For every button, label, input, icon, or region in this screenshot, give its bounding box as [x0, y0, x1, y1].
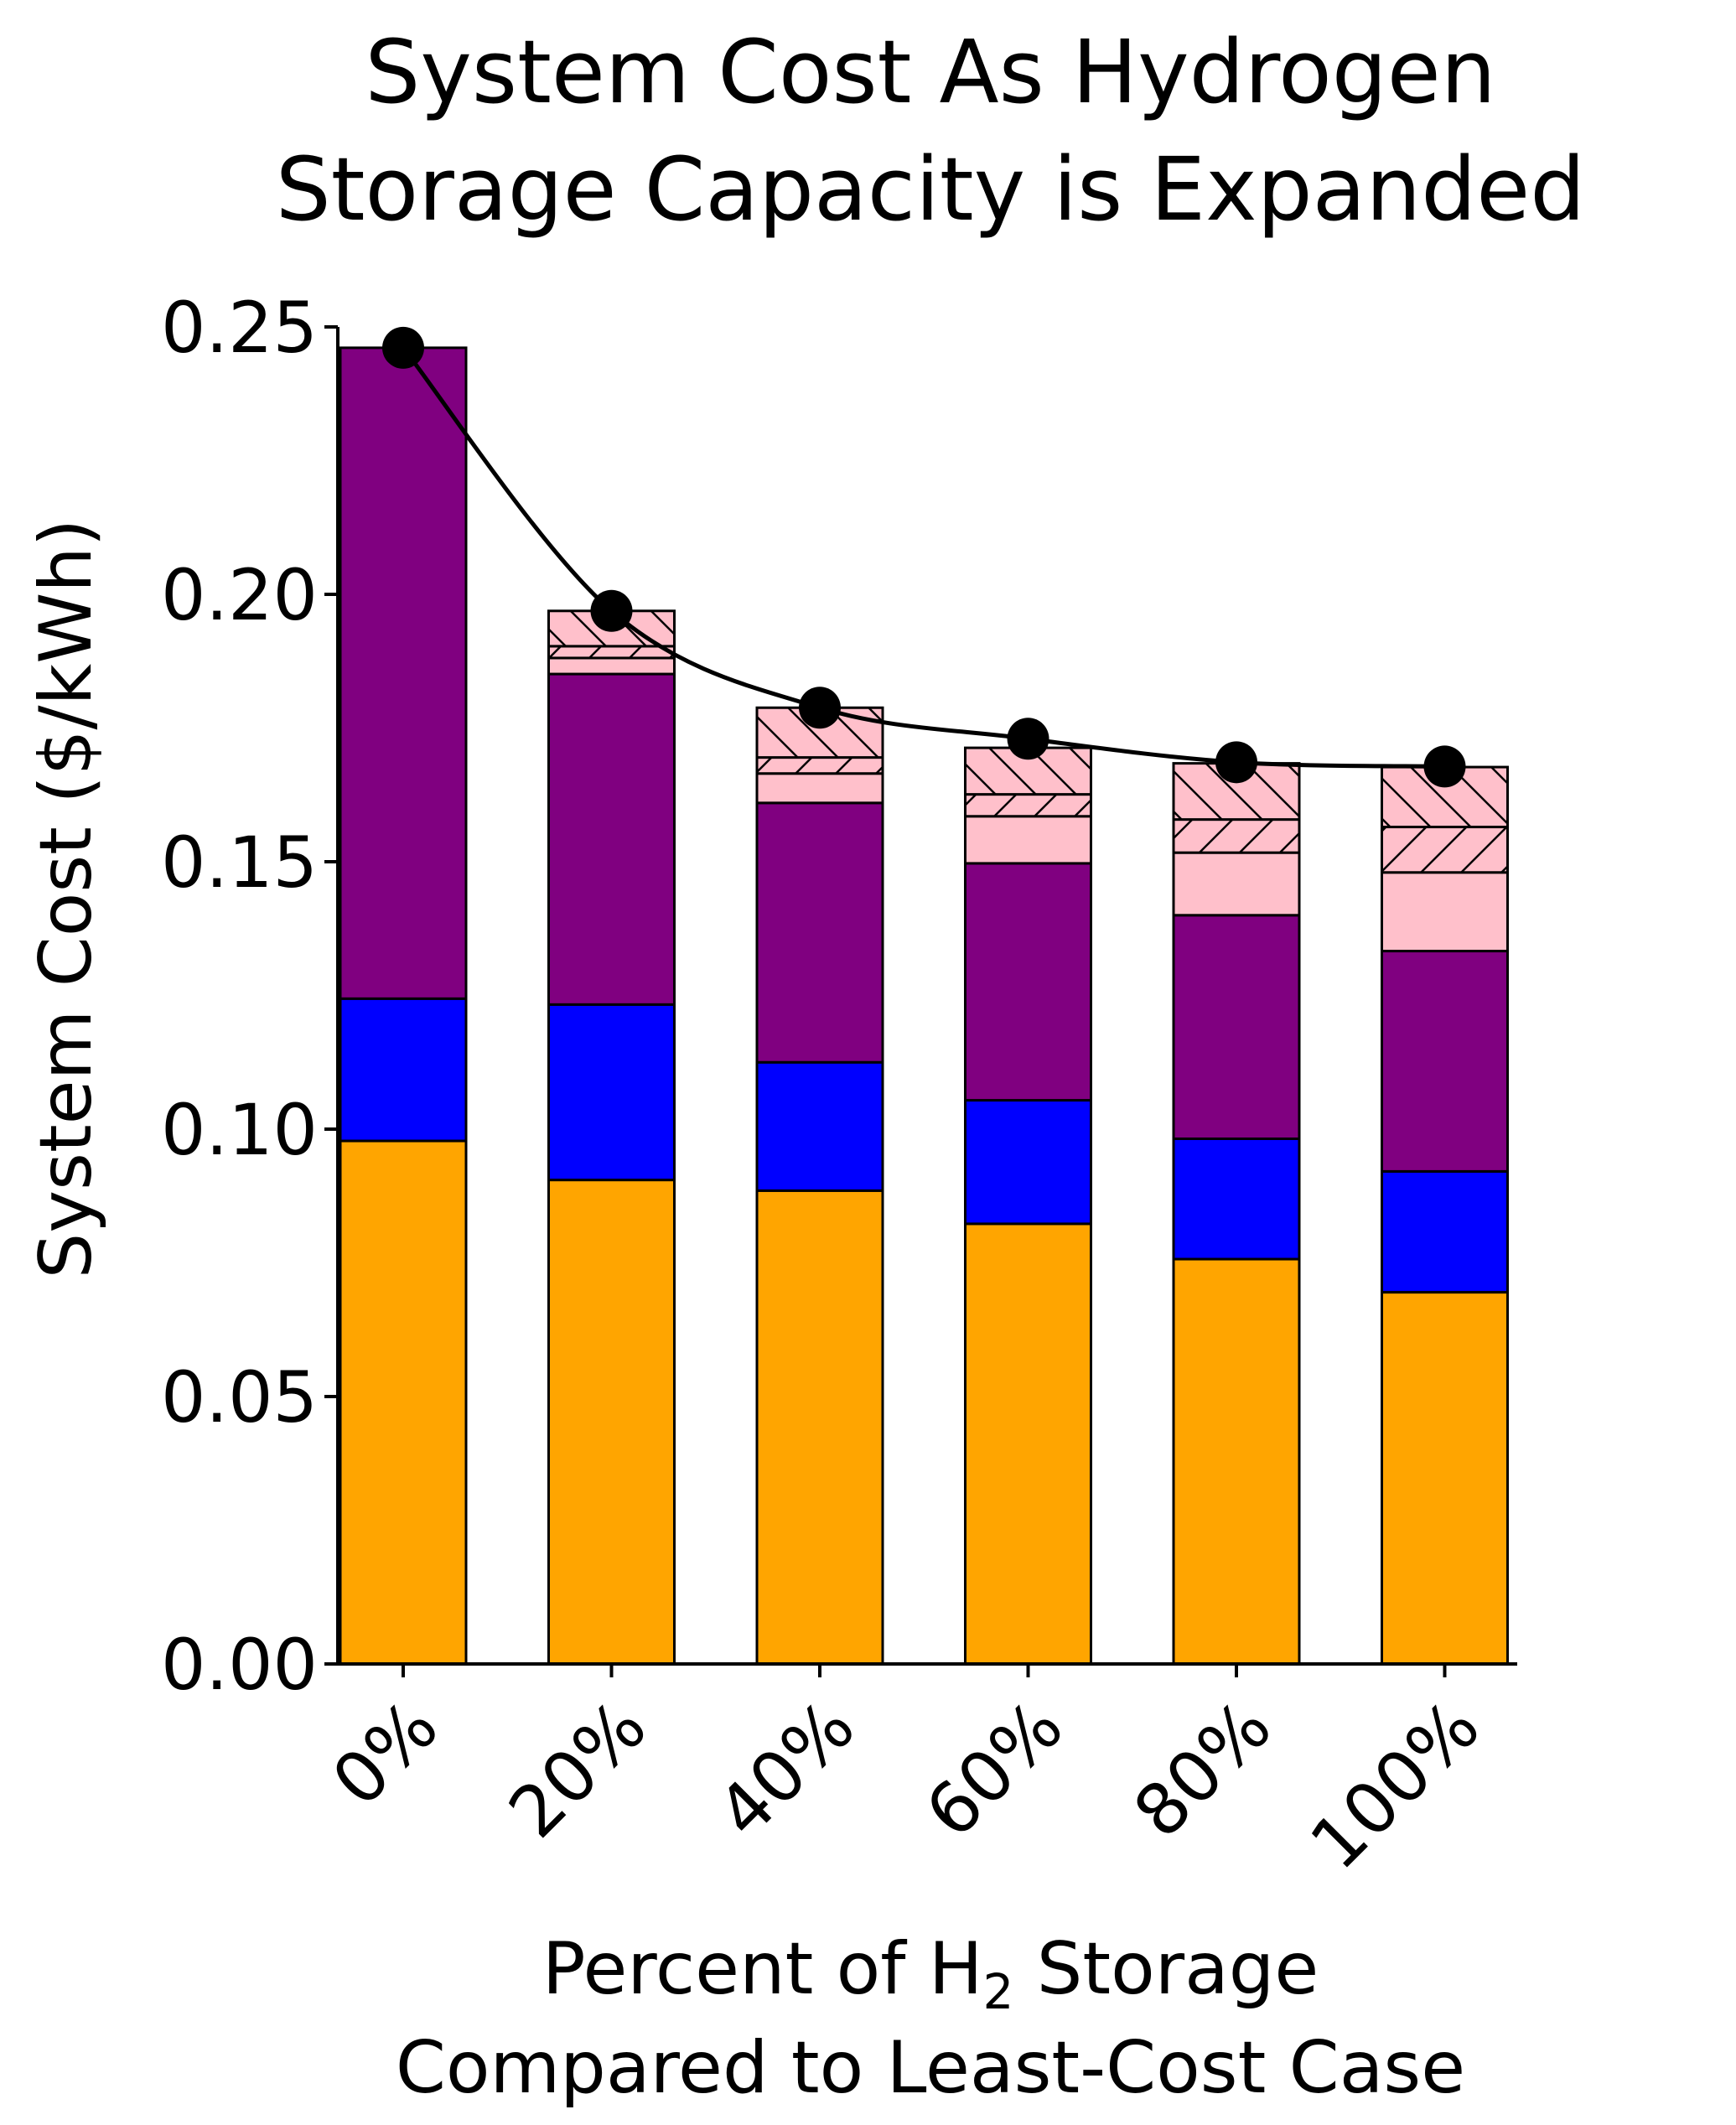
x-axis-label-post: Storage: [1013, 1927, 1319, 2011]
bar-segment-4-0: [1172, 1257, 1301, 1666]
x-tick-label: 60%: [909, 1685, 1078, 1853]
bar-segment-5-3: [1381, 871, 1509, 953]
bar-segment-4-1: [1172, 1137, 1301, 1261]
x-tick-label: 0%: [317, 1685, 454, 1822]
x-axis-label-line-1: Percent of H2 Storage: [542, 1927, 1319, 2020]
y-tick-label: 0.15: [161, 821, 318, 904]
bar-segment-4-4: [1172, 818, 1301, 854]
x-tick-label: 100%: [1295, 1685, 1495, 1885]
bar-segment-2-4: [755, 756, 884, 775]
bar-segment-1-0: [547, 1179, 676, 1666]
bar-segment-0-0: [339, 1139, 468, 1666]
bar-segment-3-2: [964, 862, 1092, 1102]
bar-segment-4-3: [1172, 851, 1301, 917]
total-cost-trend: [382, 326, 1466, 788]
trend-point-5: [1423, 745, 1466, 788]
bar-segment-4-5: [1172, 762, 1301, 821]
trend-point-1: [590, 589, 633, 632]
x-tick-label: 40%: [702, 1685, 870, 1853]
trend-point-2: [799, 687, 841, 729]
bar-segment-0-1: [339, 997, 468, 1143]
bar-segment-0-2: [339, 346, 468, 1000]
bar-segment-3-0: [964, 1222, 1092, 1666]
x-tick-label: 80%: [1118, 1685, 1287, 1853]
bar-segment-5-1: [1381, 1169, 1509, 1294]
y-tick-label: 0.20: [161, 554, 318, 636]
y-tick-label: 0.00: [161, 1624, 318, 1706]
trend-point-4: [1215, 741, 1257, 784]
bar-segment-3-4: [964, 793, 1092, 818]
bar-segment-2-2: [755, 801, 884, 1064]
y-tick-label: 0.10: [161, 1089, 318, 1171]
x-tick-label: 20%: [493, 1685, 661, 1853]
bar-segment-4-2: [1172, 914, 1301, 1140]
bar-segment-3-3: [964, 815, 1092, 865]
bar-segment-1-3: [547, 656, 676, 676]
bar-segment-2-1: [755, 1060, 884, 1192]
y-axis-label: System Cost ($/kWh): [24, 519, 108, 1279]
bar-segment-1-1: [547, 1003, 676, 1182]
bar-segment-1-4: [547, 645, 676, 660]
bar-segment-5-2: [1381, 950, 1509, 1173]
chart-title-line-1: System Cost As Hydrogen: [365, 21, 1495, 123]
bar-segment-3-1: [964, 1099, 1092, 1226]
trend-point-3: [1007, 718, 1049, 760]
x-axis-label-line-2: Compared to Least-Cost Case: [396, 2026, 1465, 2110]
bar-segment-5-0: [1381, 1291, 1509, 1666]
x-axis-label-sub: 2: [983, 1963, 1014, 2020]
chart-title-line-2: Storage Capacity is Expanded: [276, 138, 1586, 241]
bar-segment-5-4: [1381, 826, 1509, 874]
y-axis: 0.00 0.05 0.10 0.15 0.20 0.25: [161, 287, 339, 1706]
x-axis-label-pre: Percent of H: [542, 1927, 983, 2011]
bar-stacks: [339, 346, 1509, 1666]
trend-point-0: [382, 326, 424, 369]
y-tick-label: 0.05: [161, 1356, 318, 1438]
bar-segment-2-0: [755, 1189, 884, 1666]
bar-segment-5-5: [1381, 765, 1509, 829]
y-tick-label: 0.25: [161, 287, 318, 369]
x-axis: 0% 20% 40% 60% 80% 100%: [317, 1662, 1517, 1885]
bar-segment-1-2: [547, 672, 676, 1006]
bar-segment-2-3: [755, 772, 884, 805]
